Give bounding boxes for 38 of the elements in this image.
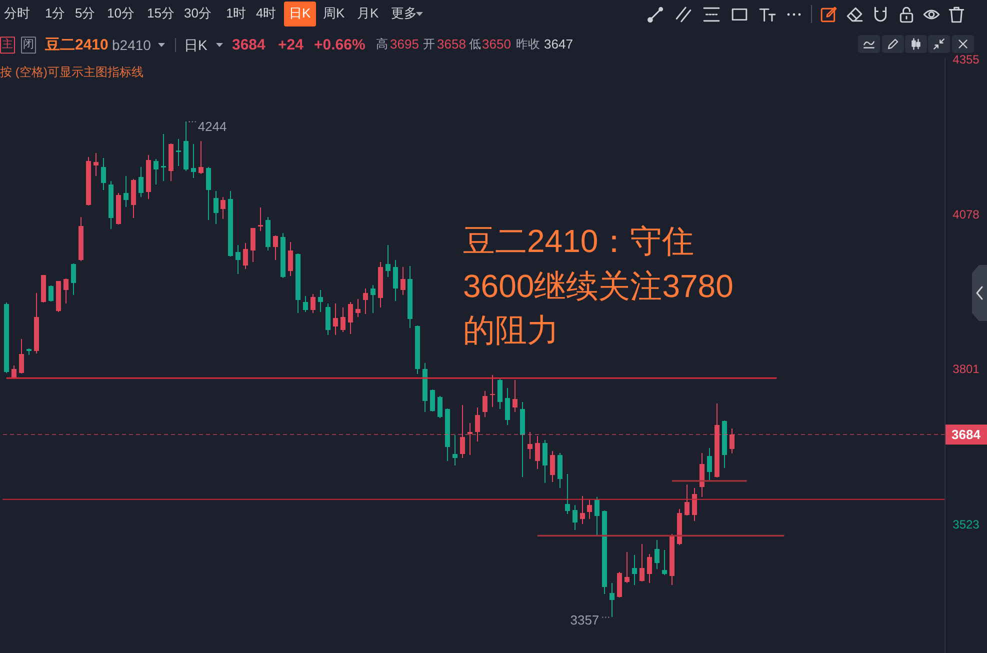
- text: 高: [376, 37, 388, 52]
- candlestick: [490, 374, 496, 408]
- text: 日K: [184, 36, 208, 54]
- text: b2410: [112, 36, 151, 54]
- selected-tab: 日K: [284, 2, 316, 26]
- text: 周K: [323, 6, 345, 22]
- text: 3695: [390, 36, 419, 52]
- text: 豆二2410: [45, 36, 108, 54]
- annotation: 按 (空格)可显示主图指标线: [0, 65, 144, 80]
- text: 5分: [75, 6, 96, 22]
- text: 3647: [544, 36, 573, 52]
- y-tick-label: 4355: [952, 52, 980, 67]
- annotation: 4244: [198, 119, 227, 134]
- ref-line-label: 3684: [952, 427, 982, 442]
- text: 昨收: [516, 37, 540, 52]
- text: +24: [278, 36, 304, 54]
- tag-frame: 主: [0, 36, 15, 54]
- text: 4时: [256, 6, 276, 22]
- text: 豆二2410：守住3600继续关注3780的阻力: [463, 222, 734, 350]
- text: +0.66%: [314, 36, 366, 54]
- text: 1时: [226, 6, 246, 22]
- text: 更多: [391, 6, 417, 22]
- text: 低: [469, 37, 481, 52]
- y-tick-label: 3523: [952, 518, 980, 532]
- text: 3650: [482, 36, 511, 52]
- text: 月K: [357, 6, 379, 22]
- text: 30分: [184, 6, 212, 22]
- text: 3658: [437, 36, 466, 52]
- text: 开: [423, 37, 435, 52]
- tag-frame: 闭: [21, 36, 36, 54]
- text: 15分: [147, 6, 174, 22]
- text: 1分: [45, 6, 66, 22]
- y-tick-label: 3801: [952, 362, 980, 376]
- text: 10分: [107, 6, 134, 22]
- y-tick-label: 4078: [952, 207, 980, 222]
- annotation: 3357: [570, 612, 600, 628]
- text: 3684: [232, 36, 266, 54]
- text: 分时: [4, 6, 30, 22]
